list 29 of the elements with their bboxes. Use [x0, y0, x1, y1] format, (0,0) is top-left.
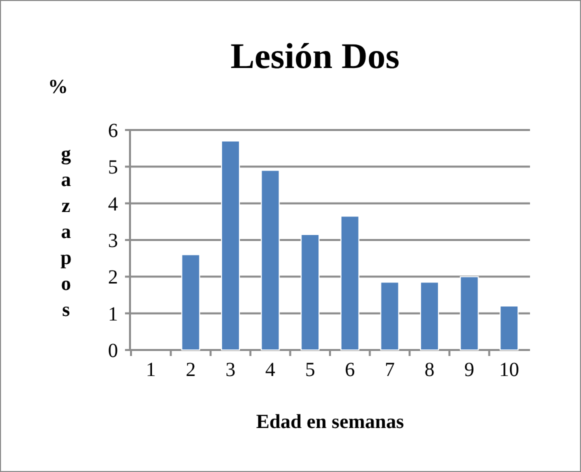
bar	[340, 216, 360, 350]
bar	[420, 282, 439, 350]
y-tick-label: 1	[108, 303, 118, 326]
x-tick-label: 6	[344, 359, 355, 381]
bar	[221, 140, 240, 350]
y-tick-label: 6	[108, 120, 118, 142]
text: % gazapos	[48, 76, 72, 321]
x-tick-label: 2	[186, 359, 196, 381]
y-tick-label: 2	[108, 266, 118, 289]
x-tick-label: 4	[265, 359, 276, 381]
y-tick-label: 5	[108, 156, 118, 179]
bar	[460, 276, 479, 350]
x-axis-title: Edad en semanas	[256, 411, 404, 433]
x-tick-label: 8	[424, 359, 435, 381]
bar	[380, 282, 400, 350]
bar	[260, 170, 280, 350]
x-tick-label: 9	[464, 359, 474, 381]
bar	[181, 254, 200, 350]
y-tick-label: 3	[108, 230, 118, 252]
y-tick-label: 0	[108, 340, 118, 362]
bar	[500, 306, 519, 350]
x-tick-label: 5	[305, 359, 316, 381]
chart-title: Lesión Dos	[230, 36, 400, 76]
bar	[300, 234, 320, 350]
x-tick-label: 3	[226, 359, 236, 381]
x-tick-label: 7	[384, 359, 395, 381]
x-tick-label: 1	[146, 359, 156, 381]
x-tick-label: 10	[499, 359, 520, 381]
y-tick-label: 4	[108, 193, 118, 216]
